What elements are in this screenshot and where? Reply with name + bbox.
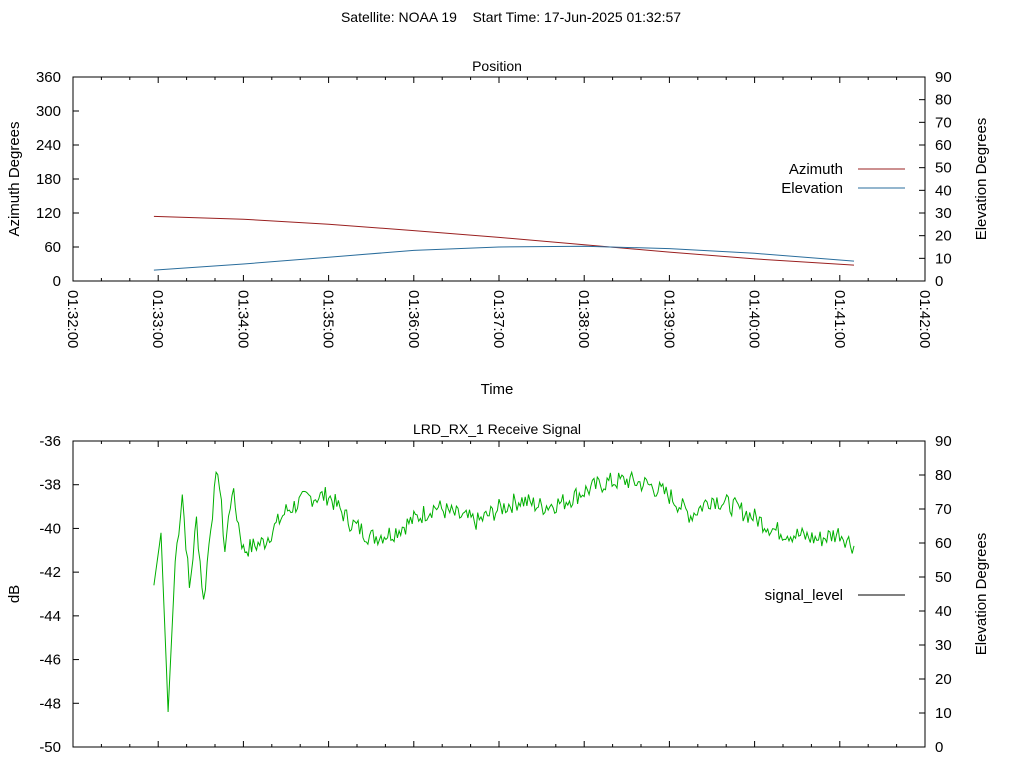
signal-y-tick-label: -48 [39, 695, 61, 712]
position-x-tick-label: 01:32:00 [64, 290, 81, 348]
signal-y-tick-label: -40 [39, 520, 61, 537]
signal-x-axis [72, 441, 926, 747]
signal-y2-tick-label: 50 [935, 569, 952, 586]
signal-y2-tick-label: 80 [935, 467, 952, 484]
position-y2-tick-label: 50 [935, 160, 952, 177]
position-x-axis: 01:32:00 01:33:00 01:34:00 01:35:00 01:36:00… [64, 77, 933, 348]
signal-y-tick-label: -44 [39, 608, 61, 625]
position-y-tick-label: 120 [36, 205, 61, 222]
signal-y2-tick-label: 60 [935, 535, 952, 552]
position-y2-tick-label: 20 [935, 228, 952, 245]
position-x-tick-label: 01:42:00 [916, 290, 933, 348]
legend-label-azimuth: Azimuth [789, 161, 843, 178]
legend-label-signal-level: signal_level [765, 587, 843, 604]
position-x-tick-label: 01:36:00 [405, 290, 422, 348]
position-y2-tick-label: 90 [935, 69, 952, 86]
signal-chart-title: LRD_RX_1 Receive Signal [413, 421, 581, 437]
figure-title: Satellite: NOAA 19 Start Time: 17-Jun-20… [341, 9, 681, 25]
azimuth-line [153, 215, 855, 266]
position-y-tick-label: 360 [36, 69, 61, 86]
position-x-tick-label: 01:34:00 [234, 290, 251, 348]
position-y2-tick-label: 70 [935, 114, 952, 131]
signal-y-tick-label: -46 [39, 652, 61, 669]
signal-y-axis-label: dB [6, 585, 23, 603]
signal-y2-tick-label: 0 [935, 739, 943, 756]
signal-level-line [153, 470, 855, 713]
position-y-tick-label: 300 [36, 103, 61, 120]
position-x-tick-label: 01:40:00 [746, 290, 763, 348]
signal-chart: LRD_RX_1 Receive Signal -36-38-40-42-44-… [6, 421, 990, 756]
signal-y2-tick-label: 30 [935, 637, 952, 654]
position-legend: Azimuth Elevation [781, 161, 905, 197]
position-y2-tick-label: 0 [935, 273, 943, 290]
position-x-tick-label: 01:37:00 [490, 290, 507, 348]
position-y2-axis: 0 10 20 30 40 50 60 70 80 90 [919, 69, 952, 290]
position-chart: Position 0 60 120 180 240 300 360 0 10 20 30 40 50 6… [6, 58, 990, 398]
signal-y-tick-label: -36 [39, 433, 61, 450]
position-y2-tick-label: 60 [935, 137, 952, 154]
position-y2-tick-label: 80 [935, 92, 952, 109]
signal-y2-tick-label: 90 [935, 433, 952, 450]
position-y2-tick-label: 10 [935, 250, 952, 267]
position-x-axis-label: Time [481, 381, 514, 398]
signal-y2-tick-label: 40 [935, 603, 952, 620]
signal-y2-axis: 0 10 20 30 40 50 60 70 80 90 [919, 433, 952, 756]
position-y2-axis-label: Elevation Degrees [973, 118, 990, 241]
position-series [153, 215, 855, 271]
position-y-tick-label: 240 [36, 137, 61, 154]
position-y-axis-label: Azimuth Degrees [6, 121, 23, 236]
position-y-axis: 0 60 120 180 240 300 360 [36, 69, 79, 290]
signal-y-tick-label: -50 [39, 739, 61, 756]
signal-y2-tick-label: 10 [935, 705, 952, 722]
signal-y-axis: -36 -38 -40 -42 -44 -46 -48 -50 [39, 433, 79, 756]
position-plot-frame [72, 76, 926, 282]
position-y-tick-label: 60 [44, 239, 61, 256]
position-x-tick-label: 01:39:00 [660, 290, 677, 348]
position-x-tick-label: 01:35:00 [320, 290, 337, 348]
position-y-tick-label: 180 [36, 171, 61, 188]
legend-label-elevation: Elevation [781, 180, 843, 197]
position-y2-tick-label: 30 [935, 205, 952, 222]
signal-y2-axis-label: Elevation Degrees [973, 533, 990, 656]
position-chart-title: Position [472, 58, 522, 74]
position-x-tick-label: 01:38:00 [575, 290, 592, 348]
signal-series [153, 470, 855, 713]
position-y2-tick-label: 40 [935, 182, 952, 199]
position-x-tick-label: 01:33:00 [149, 290, 166, 348]
signal-y-tick-label: -38 [39, 477, 61, 494]
signal-y2-tick-label: 70 [935, 501, 952, 518]
signal-y-tick-label: -42 [39, 564, 61, 581]
elevation-line [153, 245, 855, 271]
position-x-tick-label: 01:41:00 [831, 290, 848, 348]
signal-y2-tick-label: 20 [935, 671, 952, 688]
signal-legend: signal_level [765, 587, 905, 604]
position-y-tick-label: 0 [53, 273, 61, 290]
